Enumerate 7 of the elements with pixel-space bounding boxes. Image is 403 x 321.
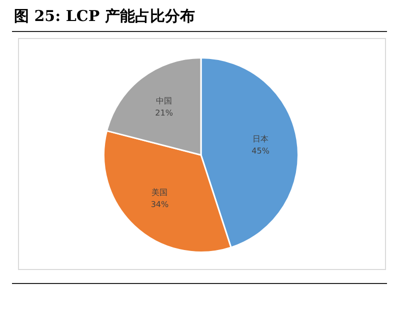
slice-label: 日本 <box>252 134 269 144</box>
data-label: 45% <box>252 146 270 156</box>
slice-label: 美国 <box>152 188 168 198</box>
chart-title: 图 25: LCP 产能占比分布 <box>14 7 195 26</box>
data-label: 21% <box>155 108 174 118</box>
slice-label: 中国 <box>156 96 172 106</box>
data-label: 34% <box>150 200 170 210</box>
